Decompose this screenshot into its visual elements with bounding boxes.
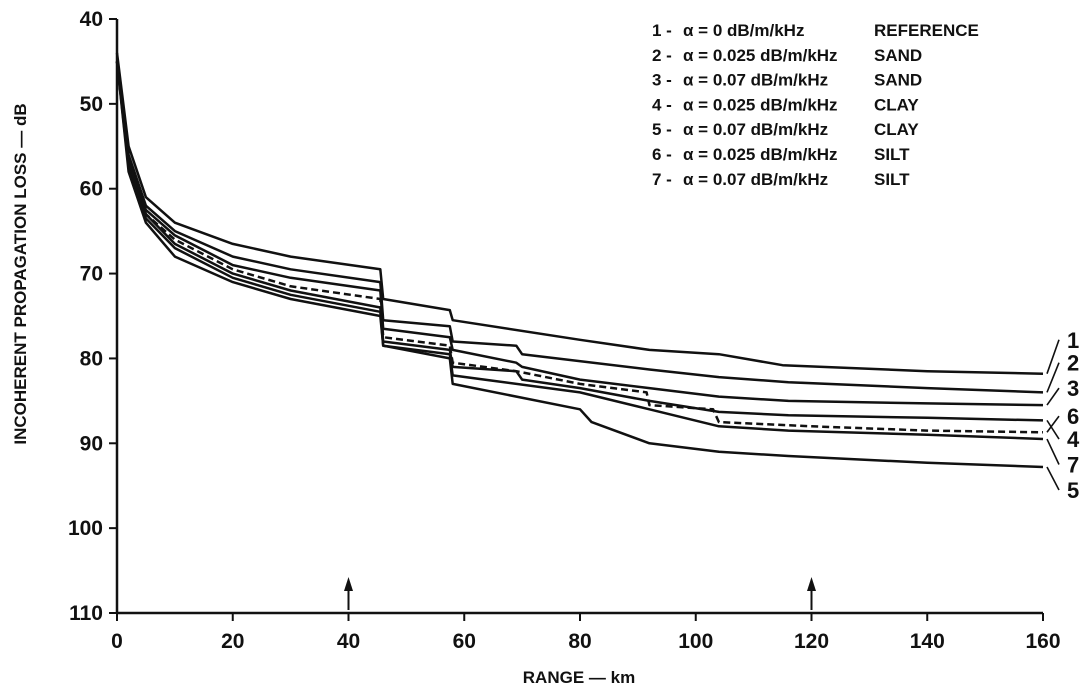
series-line-2	[115, 61, 1044, 394]
x-tick-label: 40	[337, 630, 360, 653]
legend-entry-number: 2 -	[652, 46, 672, 65]
curve-leader-line	[1046, 339, 1060, 374]
curve-label: 2	[1067, 351, 1079, 376]
curve-label: 3	[1067, 376, 1079, 401]
series-line-1	[115, 52, 1044, 375]
curve-label: 4	[1067, 427, 1080, 452]
legend-entry-alpha: α = 0.025 dB/m/kHz	[683, 145, 838, 164]
x-tick-label: 100	[678, 630, 713, 653]
legend-entry-alpha: α = 0.025 dB/m/kHz	[683, 95, 838, 114]
y-tick-label: 80	[80, 347, 103, 370]
legend-entry-number: 5 -	[652, 120, 672, 139]
legend: 1 - α = 0 dB/m/kHz REFERENCE 2 - α = 0.025 d…	[652, 21, 979, 189]
legend-entry-medium: SAND	[874, 46, 922, 65]
curve-leader-line	[1046, 415, 1060, 433]
x-tick-label: 160	[1025, 630, 1060, 653]
curve-leader-line	[1046, 438, 1060, 465]
curve-leader-line	[1046, 419, 1060, 440]
x-tick-label: 60	[453, 630, 476, 653]
legend-entry-alpha: α = 0.025 dB/m/kHz	[683, 46, 838, 65]
x-tick-label: 0	[111, 630, 123, 653]
legend-entry-number: 3 -	[652, 71, 672, 90]
y-tick-label: 70	[80, 263, 103, 286]
series-line-6	[115, 61, 1044, 434]
y-tick-label: 90	[80, 432, 103, 455]
x-tick-label: 140	[910, 630, 945, 653]
curve-leader-line	[1046, 387, 1060, 406]
y-axis-label: INCOHERENT PROPAGATION LOSS — dB	[11, 103, 30, 444]
y-tick-label: 40	[80, 8, 103, 31]
legend-entry-medium: SILT	[874, 170, 910, 189]
curve-label: 5	[1067, 478, 1079, 503]
arrow-marker-head	[807, 577, 816, 591]
series-group	[115, 52, 1044, 469]
legend-entry-medium: CLAY	[874, 120, 919, 139]
x-tick-label: 20	[221, 630, 244, 653]
curve-leader-line	[1046, 362, 1060, 393]
curve-label: 1	[1067, 328, 1079, 353]
axes: 40 50 60 70 80 90 100 110 0 20 40 60 80 100 120 140 160	[68, 8, 1061, 653]
y-tick-label: 110	[69, 602, 103, 625]
legend-entry-alpha: α = 0.07 dB/m/kHz	[683, 170, 828, 189]
legend-entry-number: 1 -	[652, 21, 672, 40]
legend-entry-alpha: α = 0 dB/m/kHz	[683, 21, 804, 40]
x-tick-label: 120	[794, 630, 829, 653]
curve-leader-line	[1046, 466, 1060, 491]
legend-entry-number: 7 -	[652, 170, 672, 189]
curve-label: 7	[1067, 453, 1079, 478]
legend-entry-medium: CLAY	[874, 95, 919, 114]
y-tick-label: 100	[68, 517, 103, 540]
legend-entry-number: 4 -	[652, 95, 672, 114]
y-tick-label: 50	[80, 93, 103, 116]
legend-entry-medium: SILT	[874, 145, 910, 164]
legend-entry-medium: REFERENCE	[874, 21, 979, 40]
legend-entry-medium: SAND	[874, 71, 922, 90]
legend-entry-number: 6 -	[652, 145, 672, 164]
legend-entry-alpha: α = 0.07 dB/m/kHz	[683, 120, 828, 139]
x-tick-label: 80	[568, 630, 591, 653]
series-line-3	[115, 61, 1044, 407]
x-axis-label: RANGE — km	[523, 668, 635, 687]
arrow-marker-head	[344, 577, 353, 591]
curve-label: 6	[1067, 404, 1079, 429]
series-line-4	[115, 61, 1044, 422]
series-line-5	[115, 61, 1044, 469]
series-line-7	[115, 61, 1044, 441]
y-tick-label: 60	[80, 178, 103, 201]
legend-entry-alpha: α = 0.07 dB/m/kHz	[683, 71, 828, 90]
